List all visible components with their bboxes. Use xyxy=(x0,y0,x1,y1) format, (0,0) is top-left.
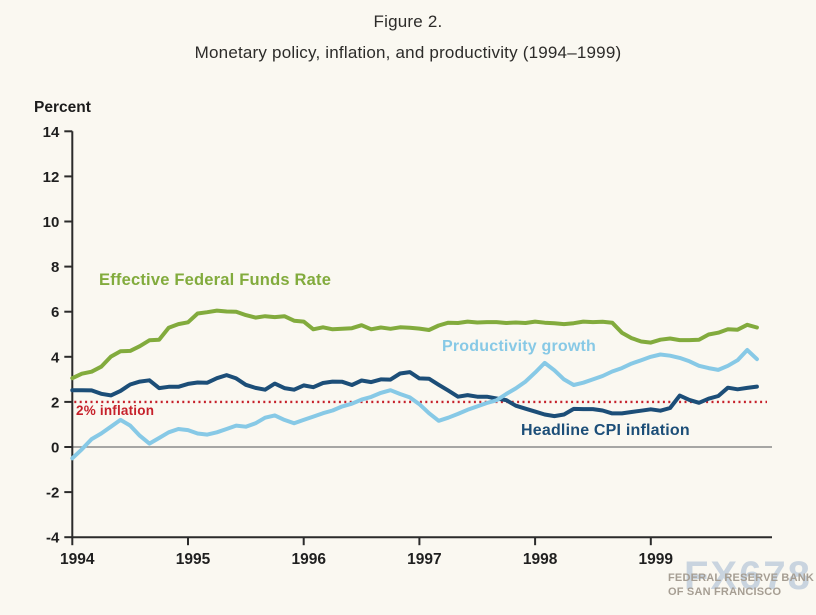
x-tick-label: 1996 xyxy=(291,551,326,568)
fed-funds-series-label: Effective Federal Funds Rate xyxy=(99,271,332,289)
fx678-watermark: FX678 xyxy=(684,554,812,598)
y-tick-label: 14 xyxy=(43,124,60,141)
y-tick-label: 12 xyxy=(43,169,60,186)
x-tick-label: 1997 xyxy=(407,551,441,568)
frbsf-watermark-line2: OF SAN FRANCISCO xyxy=(668,585,782,598)
series-line-headline-cpi-inflation xyxy=(70,370,759,419)
x-tick-label: 1994 xyxy=(60,551,95,568)
y-tick-label: 4 xyxy=(51,349,60,366)
x-tick-label: 1999 xyxy=(639,551,674,568)
figure-number: Figure 2. xyxy=(373,12,443,31)
series-line-productivity-growth xyxy=(70,348,759,461)
productivity-series-label: Productivity growth xyxy=(442,338,597,355)
y-tick-label: 10 xyxy=(43,214,60,231)
two-percent-reference-label: 2% inflation xyxy=(76,403,155,418)
y-tick-label: 0 xyxy=(51,440,59,457)
frbsf-watermark: FEDERAL RESERVE BANK OF SAN FRANCISCO xyxy=(668,572,814,599)
y-tick-label: -4 xyxy=(46,530,60,547)
x-tick-label: 1998 xyxy=(523,551,558,568)
y-tick-label: 8 xyxy=(51,259,59,276)
y-tick-label: -2 xyxy=(46,485,59,502)
y-tick-label: 6 xyxy=(51,304,59,321)
series-line-effective-federal-funds-rate xyxy=(70,308,759,381)
y-axis-unit-label: Percent xyxy=(34,99,91,116)
x-tick-label: 1995 xyxy=(176,551,211,568)
cpi-series-label: Headline CPI inflation xyxy=(521,422,690,439)
figure-title: Monetary policy, inflation, and producti… xyxy=(194,43,622,62)
frbsf-watermark-line1: FEDERAL RESERVE BANK xyxy=(668,572,815,584)
y-tick-label: 2 xyxy=(51,394,59,411)
